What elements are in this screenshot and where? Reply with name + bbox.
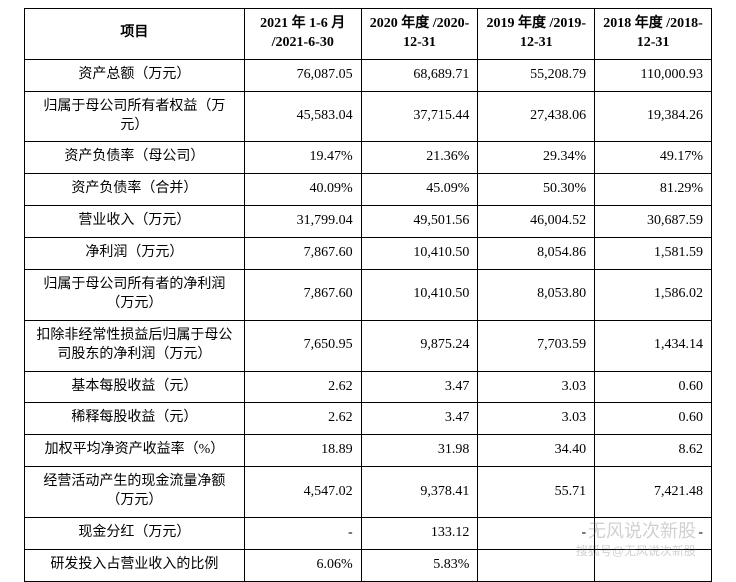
row-value: 55,208.79 (478, 59, 595, 91)
row-label: 资产负债率（合并） (25, 174, 245, 206)
row-label: 营业收入（万元） (25, 206, 245, 238)
table-row: 扣除非经常性损益后归属于母公司股东的净利润（万元）7,650.959,875.2… (25, 320, 712, 371)
row-value: 7,650.95 (244, 320, 361, 371)
table-row: 研发投入占营业收入的比例6.06%5.83% (25, 549, 712, 581)
table-row: 营业收入（万元）31,799.0449,501.5646,004.5230,68… (25, 206, 712, 238)
row-value: 18.89 (244, 435, 361, 467)
row-value: 45.09% (361, 174, 478, 206)
row-label: 扣除非经常性损益后归属于母公司股东的净利润（万元） (25, 320, 245, 371)
row-value: 5.83% (361, 549, 478, 581)
row-value: 10,410.50 (361, 238, 478, 270)
row-value: 19.47% (244, 142, 361, 174)
row-value: 19,384.26 (595, 91, 712, 142)
row-value: 8.62 (595, 435, 712, 467)
header-item: 项目 (25, 9, 245, 60)
row-value: 81.29% (595, 174, 712, 206)
row-value: - (244, 518, 361, 550)
row-value: 49.17% (595, 142, 712, 174)
row-label: 资产总额（万元） (25, 59, 245, 91)
row-value: 0.60 (595, 371, 712, 403)
row-value: 34.40 (478, 435, 595, 467)
row-value: 49,501.56 (361, 206, 478, 238)
row-label: 经营活动产生的现金流量净额（万元） (25, 467, 245, 518)
row-value: 8,053.80 (478, 270, 595, 321)
table-row: 现金分红（万元）-133.12-- (25, 518, 712, 550)
row-label: 研发投入占营业收入的比例 (25, 549, 245, 581)
header-period-0: 2021 年 1-6 月 /2021-6-30 (244, 9, 361, 60)
header-period-2: 2019 年度 /2019-12-31 (478, 9, 595, 60)
header-period-3: 2018 年度 /2018-12-31 (595, 9, 712, 60)
row-value: 29.34% (478, 142, 595, 174)
table-row: 加权平均净资产收益率（%）18.8931.9834.408.62 (25, 435, 712, 467)
row-value: 6.06% (244, 549, 361, 581)
row-label: 净利润（万元） (25, 238, 245, 270)
table-row: 净利润（万元）7,867.6010,410.508,054.861,581.59 (25, 238, 712, 270)
row-value: 3.03 (478, 403, 595, 435)
row-value: 7,421.48 (595, 467, 712, 518)
row-value: 3.03 (478, 371, 595, 403)
row-value: 76,087.05 (244, 59, 361, 91)
table-row: 归属于母公司所有者权益（万元）45,583.0437,715.4427,438.… (25, 91, 712, 142)
table-body: 资产总额（万元）76,087.0568,689.7155,208.79110,0… (25, 59, 712, 581)
row-value (595, 549, 712, 581)
row-label: 基本每股收益（元） (25, 371, 245, 403)
row-value: 46,004.52 (478, 206, 595, 238)
row-label: 加权平均净资产收益率（%） (25, 435, 245, 467)
row-value: 1,586.02 (595, 270, 712, 321)
row-value: 9,875.24 (361, 320, 478, 371)
row-value: 55.71 (478, 467, 595, 518)
row-value: 110,000.93 (595, 59, 712, 91)
row-value: 68,689.71 (361, 59, 478, 91)
row-label: 稀释每股收益（元） (25, 403, 245, 435)
row-value: 3.47 (361, 403, 478, 435)
row-value: 2.62 (244, 403, 361, 435)
row-value: 50.30% (478, 174, 595, 206)
row-value: 7,867.60 (244, 270, 361, 321)
header-period-1: 2020 年度 /2020-12-31 (361, 9, 478, 60)
row-value: 9,378.41 (361, 467, 478, 518)
row-value: 1,434.14 (595, 320, 712, 371)
row-value: 10,410.50 (361, 270, 478, 321)
row-value (478, 549, 595, 581)
row-value: 31,799.04 (244, 206, 361, 238)
table-row: 资产总额（万元）76,087.0568,689.7155,208.79110,0… (25, 59, 712, 91)
row-value: - (478, 518, 595, 550)
row-value: 30,687.59 (595, 206, 712, 238)
row-value: 31.98 (361, 435, 478, 467)
header-row: 项目 2021 年 1-6 月 /2021-6-30 2020 年度 /2020… (25, 9, 712, 60)
row-label: 归属于母公司所有者的净利润（万元） (25, 270, 245, 321)
table-row: 资产负债率（合并）40.09%45.09%50.30%81.29% (25, 174, 712, 206)
table-row: 基本每股收益（元）2.623.473.030.60 (25, 371, 712, 403)
table-row: 经营活动产生的现金流量净额（万元）4,547.029,378.4155.717,… (25, 467, 712, 518)
table-row: 资产负债率（母公司）19.47%21.36%29.34%49.17% (25, 142, 712, 174)
row-value: 45,583.04 (244, 91, 361, 142)
row-value: 37,715.44 (361, 91, 478, 142)
row-value: 7,867.60 (244, 238, 361, 270)
row-value: 2.62 (244, 371, 361, 403)
row-label: 资产负债率（母公司） (25, 142, 245, 174)
row-value: 133.12 (361, 518, 478, 550)
row-value: - (595, 518, 712, 550)
row-value: 3.47 (361, 371, 478, 403)
financial-table: 项目 2021 年 1-6 月 /2021-6-30 2020 年度 /2020… (24, 8, 712, 582)
row-value: 1,581.59 (595, 238, 712, 270)
table-row: 归属于母公司所有者的净利润（万元）7,867.6010,410.508,053.… (25, 270, 712, 321)
row-label: 现金分红（万元） (25, 518, 245, 550)
row-value: 40.09% (244, 174, 361, 206)
row-value: 0.60 (595, 403, 712, 435)
row-label: 归属于母公司所有者权益（万元） (25, 91, 245, 142)
table-row: 稀释每股收益（元）2.623.473.030.60 (25, 403, 712, 435)
row-value: 4,547.02 (244, 467, 361, 518)
row-value: 21.36% (361, 142, 478, 174)
row-value: 8,054.86 (478, 238, 595, 270)
row-value: 7,703.59 (478, 320, 595, 371)
row-value: 27,438.06 (478, 91, 595, 142)
